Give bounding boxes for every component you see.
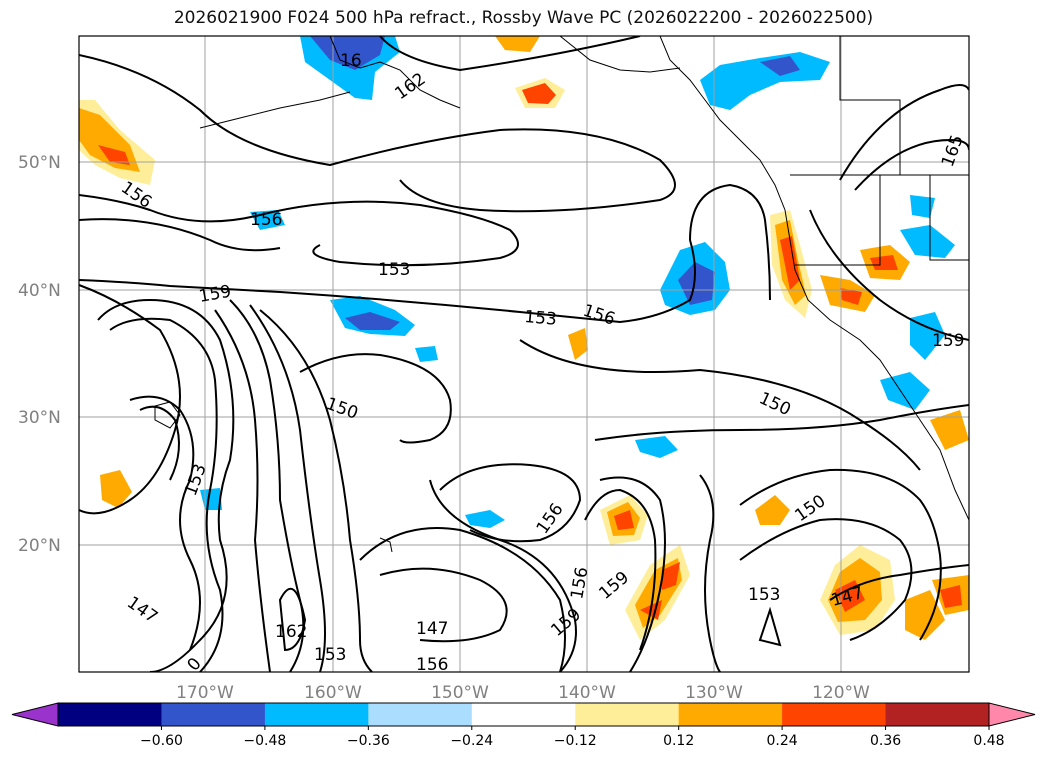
map-frame bbox=[78, 35, 970, 673]
colorbar-box bbox=[471, 703, 576, 726]
shading-layer bbox=[79, 36, 969, 640]
lat-label-20n: 20°N bbox=[18, 536, 61, 556]
contour-label: 16 bbox=[340, 51, 362, 71]
contour-label: 162 bbox=[275, 622, 307, 642]
contour-label: 147 bbox=[416, 619, 448, 639]
colorbar-tick-label: 0.12 bbox=[663, 733, 694, 749]
lat-label-30n: 30°N bbox=[18, 408, 61, 428]
contour-label: 156 bbox=[250, 210, 282, 230]
contour-label: 153 bbox=[748, 585, 780, 605]
colorbar-box bbox=[575, 703, 680, 726]
lon-label-160w: 160°W bbox=[304, 683, 362, 703]
contour-label: 156 bbox=[416, 655, 448, 675]
latitude-labels: 50°N 40°N 30°N 20°N bbox=[18, 153, 61, 556]
colorbar-extend-low bbox=[11, 702, 59, 727]
lon-label-150w: 150°W bbox=[431, 683, 489, 703]
lat-label-50n: 50°N bbox=[18, 153, 61, 173]
contour-label: 153 bbox=[524, 307, 558, 330]
colorbar-box bbox=[264, 703, 369, 726]
lon-label-130w: 130°W bbox=[685, 683, 743, 703]
contour-label: 153 bbox=[314, 645, 346, 665]
lat-label-40n: 40°N bbox=[18, 281, 61, 301]
colorbar-box bbox=[368, 703, 473, 726]
colorbar-box bbox=[58, 703, 162, 726]
colorbar-tick-label: −0.48 bbox=[243, 733, 286, 749]
coastlines bbox=[154, 36, 969, 553]
contour-label: 153 bbox=[378, 260, 410, 280]
colorbar-tick-label: −0.36 bbox=[347, 733, 390, 749]
colorbar-tick-label: 0.48 bbox=[973, 733, 1004, 749]
lon-label-140w: 140°W bbox=[558, 683, 616, 703]
lon-label-170w: 170°W bbox=[176, 683, 234, 703]
colorbar-tick-label: −0.24 bbox=[450, 733, 493, 749]
colorbar-tick-label: 0.36 bbox=[870, 733, 901, 749]
page-title: 2026021900 F024 500 hPa refract., Rossby… bbox=[173, 8, 874, 28]
map-area[interactable] bbox=[79, 36, 969, 672]
colorbar-box bbox=[782, 703, 887, 726]
longitude-labels: 170°W 160°W 150°W 140°W 130°W 120°W bbox=[176, 683, 870, 703]
colorbar-tick-label: −0.60 bbox=[140, 733, 183, 749]
colorbar-box bbox=[885, 703, 990, 726]
colorbar-tick-label: −0.12 bbox=[554, 733, 597, 749]
colorbar-extend-high bbox=[988, 702, 1036, 727]
contour-label: 159 bbox=[932, 331, 964, 351]
colorbar-frame bbox=[57, 702, 990, 727]
colorbar-box bbox=[161, 703, 266, 726]
colorbar-box bbox=[678, 703, 783, 726]
lon-label-120w: 120°W bbox=[812, 683, 870, 703]
colorbar: −0.60 −0.48 −0.36 −0.24 −0.12 0.12 0.24 0.36 0.4… bbox=[11, 702, 1036, 749]
refractivity-contours bbox=[79, 36, 969, 672]
colorbar-tick-label: 0.24 bbox=[767, 733, 798, 749]
